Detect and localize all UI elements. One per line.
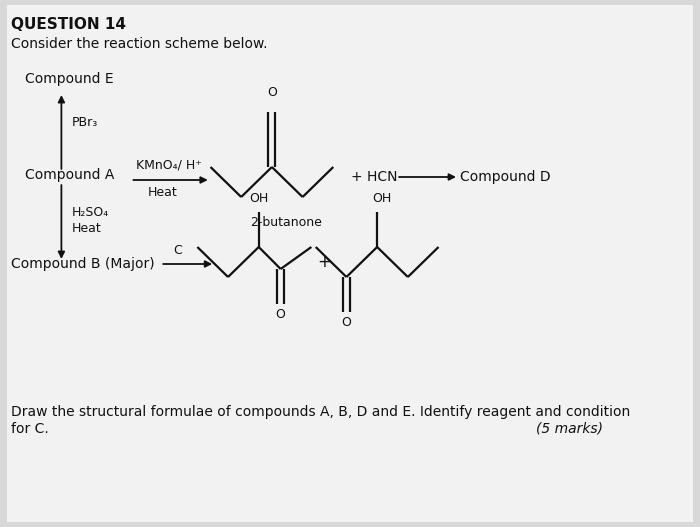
Text: OH: OH (372, 192, 391, 206)
Text: H₂SO₄: H₂SO₄ (72, 206, 109, 219)
Text: Compound B (Major): Compound B (Major) (10, 257, 154, 271)
Text: Compound D: Compound D (461, 170, 551, 184)
Text: KMnO₄/ H⁺: KMnO₄/ H⁺ (136, 159, 202, 171)
Text: PBr₃: PBr₃ (72, 115, 98, 129)
Text: O: O (276, 308, 286, 321)
Text: (5 marks): (5 marks) (536, 422, 603, 436)
Text: + HCN: + HCN (351, 170, 398, 184)
Text: for C.: for C. (10, 422, 48, 436)
Text: O: O (342, 317, 351, 329)
Text: +: + (318, 253, 332, 271)
Text: OH: OH (249, 192, 268, 206)
Text: QUESTION 14: QUESTION 14 (10, 17, 125, 32)
Text: Compound A: Compound A (25, 168, 114, 182)
Text: Heat: Heat (147, 187, 177, 200)
Text: Consider the reaction scheme below.: Consider the reaction scheme below. (10, 37, 267, 51)
Text: Compound E: Compound E (25, 72, 113, 86)
Text: Heat: Heat (72, 221, 102, 235)
Text: C: C (174, 243, 183, 257)
Text: 2-butanone: 2-butanone (250, 216, 322, 229)
Text: O: O (267, 86, 276, 99)
Text: Draw the structural formulae of compounds A, B, D and E. Identify reagent and co: Draw the structural formulae of compound… (10, 405, 630, 419)
